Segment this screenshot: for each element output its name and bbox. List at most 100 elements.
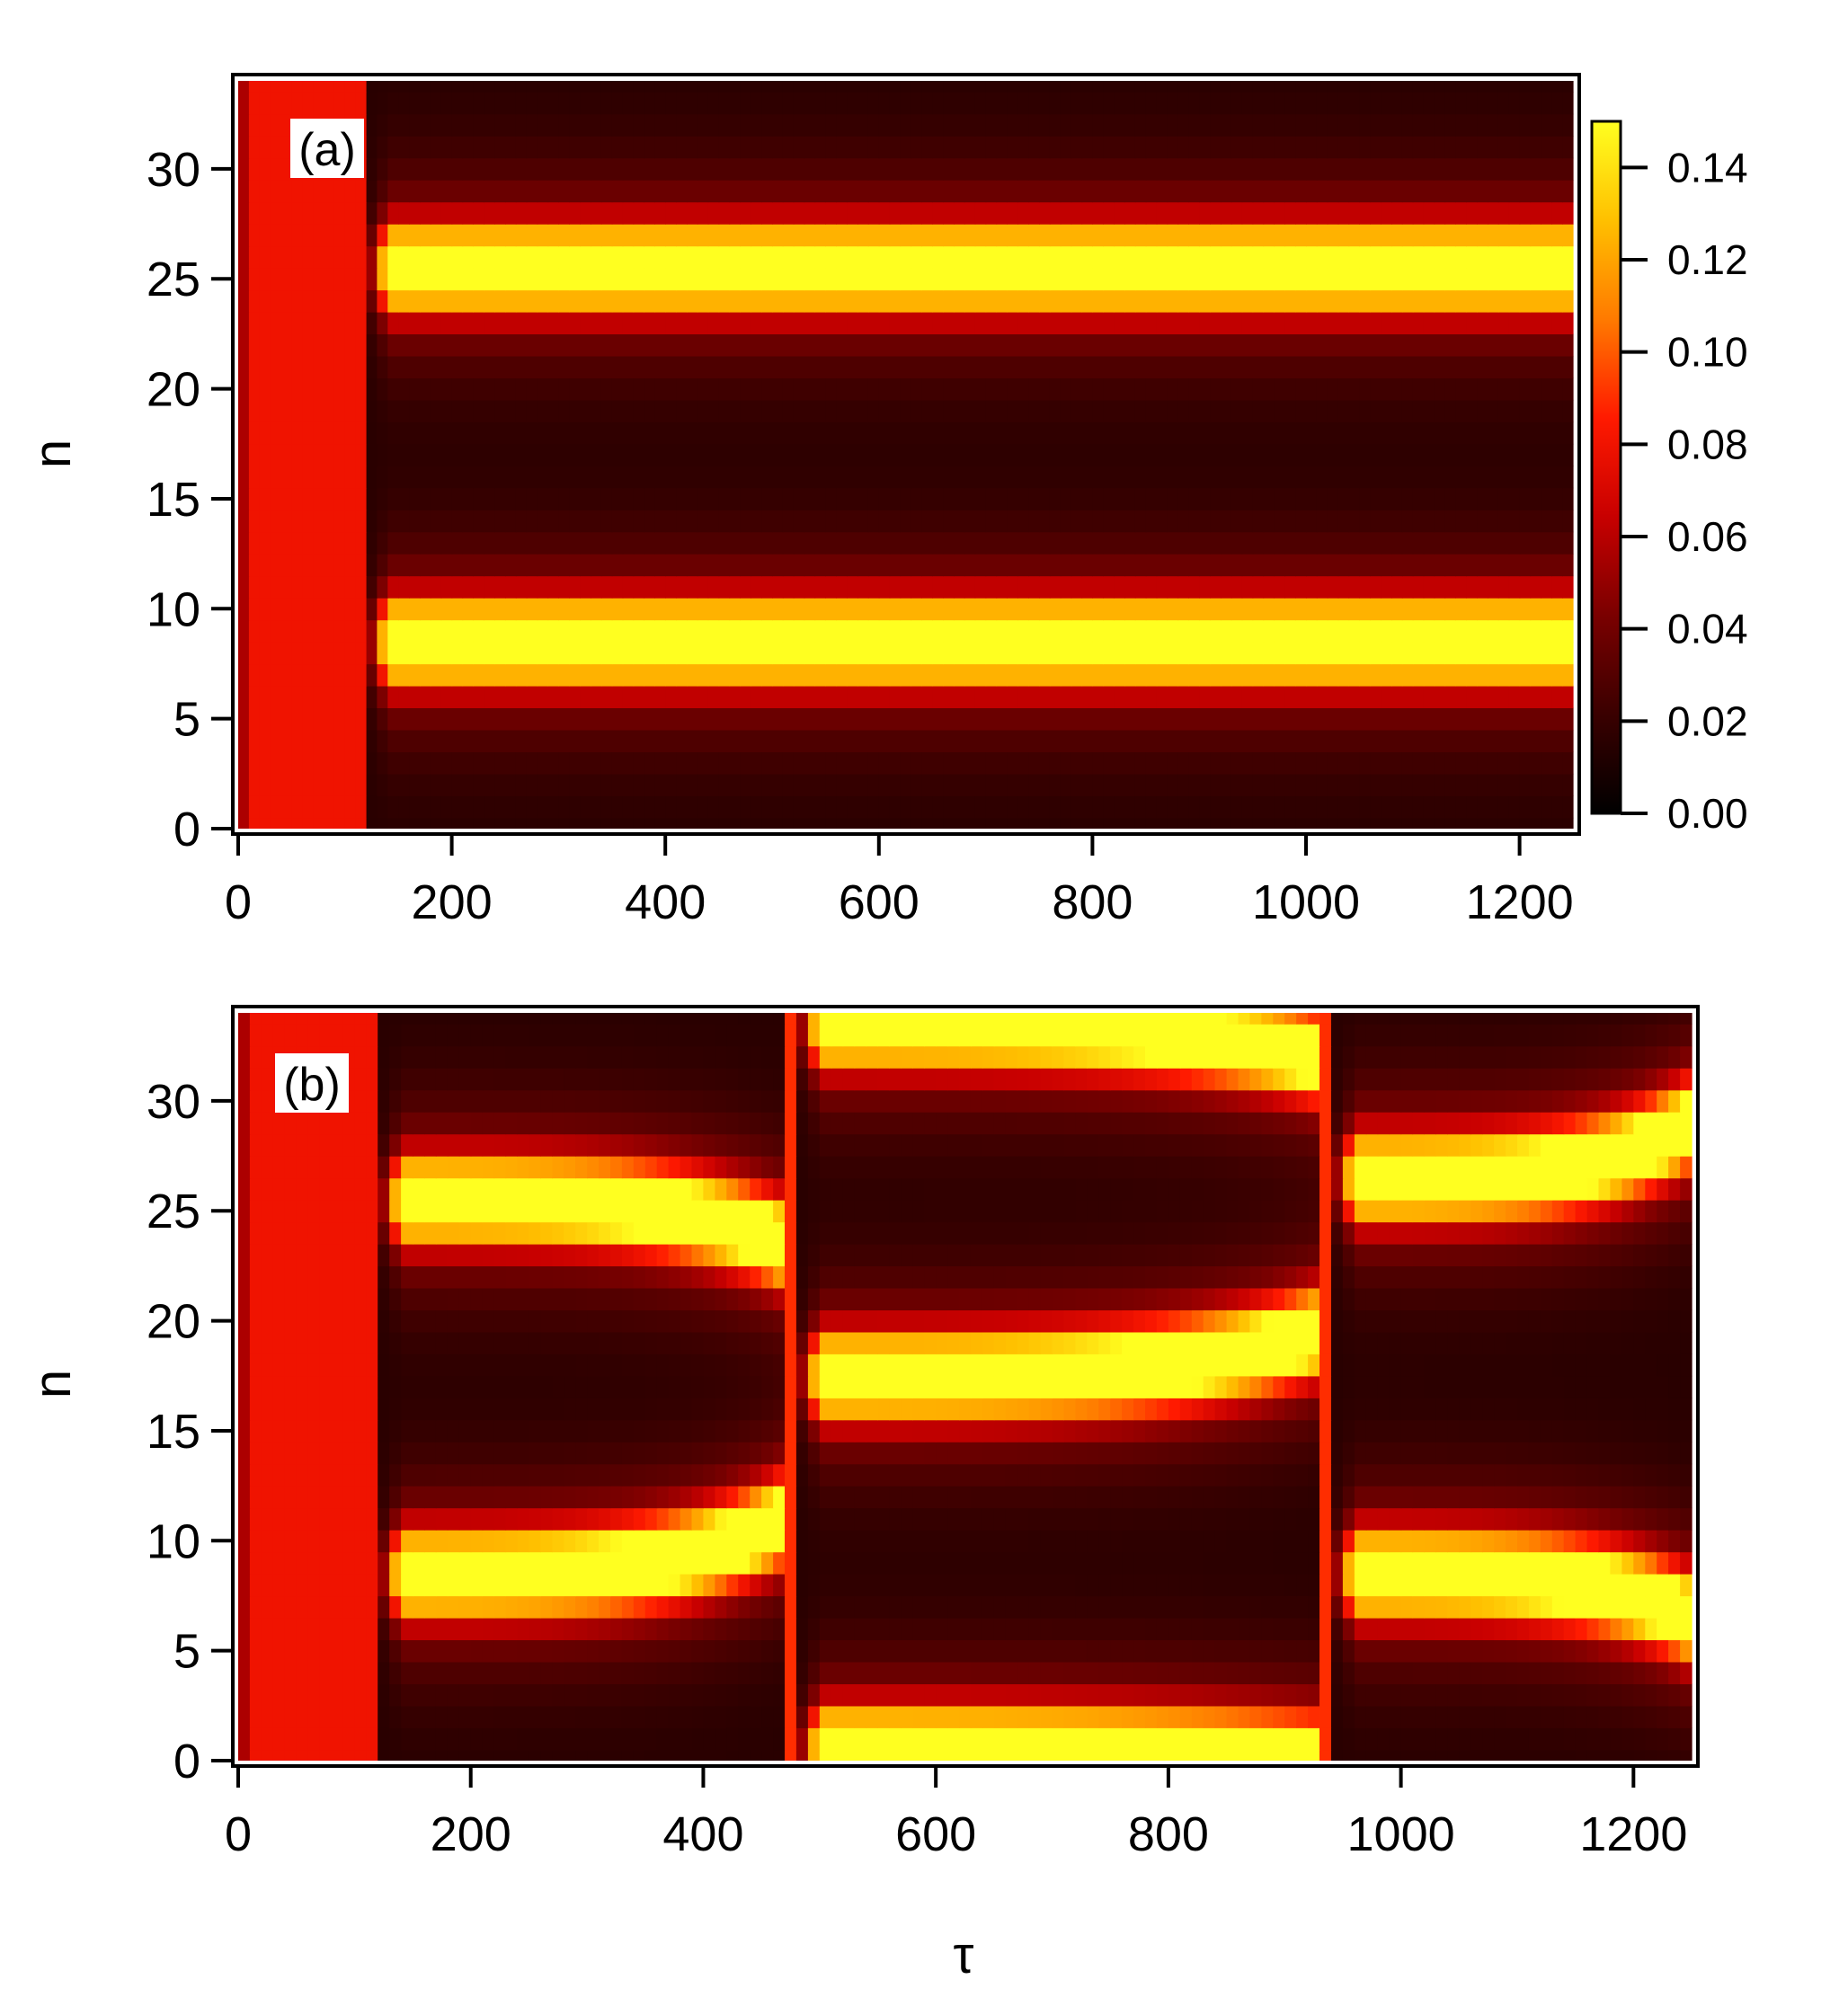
heatmap-cell	[1263, 663, 1275, 687]
heatmap-cell	[1295, 619, 1307, 643]
heatmap-cell	[1145, 201, 1158, 225]
heatmap-cell	[857, 81, 869, 93]
heatmap-cell	[494, 92, 506, 115]
heatmap-cell	[494, 377, 506, 401]
heatmap-cell	[1274, 311, 1285, 334]
heatmap-cell	[420, 113, 431, 137]
heatmap-cell	[1103, 598, 1115, 621]
heatmap-cell	[387, 487, 399, 510]
heatmap-cell	[333, 575, 346, 599]
heatmap-cell	[1412, 92, 1425, 115]
heatmap-cell	[591, 92, 602, 115]
heatmap-cell	[302, 422, 314, 445]
heatmap-cell	[1447, 1749, 1460, 1762]
heatmap-cell	[291, 466, 303, 489]
heatmap-cell	[921, 773, 933, 796]
heatmap-cell	[1412, 201, 1425, 225]
heatmap-cell	[707, 642, 720, 665]
heatmap-cell	[1477, 157, 1488, 181]
heatmap-cell	[889, 268, 902, 291]
heatmap-cell	[1156, 81, 1168, 93]
heatmap-cell	[1103, 201, 1115, 225]
heatmap-cell	[515, 81, 528, 93]
heatmap-cell	[996, 795, 1008, 819]
heatmap-cell	[1327, 642, 1339, 665]
heatmap-cell	[1261, 1749, 1274, 1762]
heatmap-cell	[687, 773, 698, 796]
heatmap-cell	[324, 224, 335, 247]
heatmap-cell	[921, 487, 933, 510]
heatmap-cell	[1017, 245, 1029, 269]
heatmap-cell	[611, 136, 624, 159]
heatmap-cell	[793, 554, 805, 577]
heatmap-cell	[1284, 289, 1296, 313]
heatmap-cell	[580, 422, 591, 445]
heatmap-cell	[932, 245, 944, 269]
heatmap-cell	[804, 333, 816, 357]
heatmap-cell	[389, 1727, 402, 1751]
heatmap-cell	[270, 355, 282, 378]
heatmap-cell	[387, 355, 399, 378]
heatmap-cell	[1645, 1749, 1657, 1762]
heatmap-cell	[1517, 1727, 1530, 1751]
heatmap-cell	[1221, 487, 1232, 510]
heatmap-cell	[985, 92, 998, 115]
heatmap-cell	[793, 92, 805, 115]
heatmap-cell	[1391, 598, 1403, 621]
heatmap-cell	[1327, 575, 1339, 599]
heatmap-cell	[900, 377, 912, 401]
heatmap-cell	[1381, 201, 1392, 225]
heatmap-cell	[451, 510, 464, 533]
heatmap-cell	[718, 92, 731, 115]
heatmap-cell	[547, 466, 559, 489]
heatmap-cell	[857, 642, 869, 665]
heatmap-cell	[633, 180, 645, 203]
heatmap-cell	[1401, 92, 1414, 115]
heatmap-cell	[462, 136, 474, 159]
heatmap-cell	[1477, 92, 1488, 115]
heatmap-cell	[1231, 157, 1243, 181]
heatmap-cell	[611, 113, 624, 137]
heatmap-cell	[703, 1749, 715, 1762]
heatmap-cell	[547, 773, 559, 796]
heatmap-cell	[1210, 531, 1222, 555]
heatmap-cell	[1519, 663, 1532, 687]
heatmap-cell	[1049, 92, 1062, 115]
heatmap-cell	[291, 289, 303, 313]
heatmap-cell	[1005, 1749, 1018, 1762]
heatmap-cell	[1497, 268, 1510, 291]
heatmap-cell	[440, 113, 453, 137]
heatmap-cell	[462, 180, 474, 203]
heatmap-cell	[750, 1661, 762, 1684]
heatmap-cell	[270, 201, 282, 225]
heatmap-cell	[409, 311, 421, 334]
heatmap-cell	[1241, 554, 1254, 577]
heatmap-cell	[1071, 773, 1083, 796]
heatmap-cell	[1103, 510, 1115, 533]
heatmap-cell	[654, 795, 666, 819]
heatmap-cell	[867, 92, 880, 115]
heatmap-cell	[280, 554, 292, 577]
heatmap-cell	[1528, 1705, 1541, 1728]
heatmap-cell	[1063, 1683, 1076, 1707]
heatmap-cell	[1052, 1705, 1064, 1728]
heatmap-cell	[591, 554, 602, 577]
heatmap-cell	[1530, 355, 1541, 378]
heatmap-cell	[1434, 157, 1446, 181]
heatmap-cell	[409, 245, 421, 269]
heatmap-cell	[1177, 136, 1189, 159]
heatmap-cell	[1348, 224, 1360, 247]
heatmap-cell	[430, 422, 442, 445]
heatmap-cell	[633, 399, 645, 422]
heatmap-cell	[430, 575, 442, 599]
heatmap-cell	[793, 157, 805, 181]
heatmap-cell	[248, 311, 261, 334]
heatmap-cell	[1241, 443, 1254, 466]
heatmap-cell	[782, 311, 795, 334]
heatmap-cell	[1274, 224, 1285, 247]
heatmap-cell	[665, 81, 677, 93]
heatmap-cell	[1049, 289, 1062, 313]
heatmap-cell	[687, 311, 698, 334]
heatmap-cell	[889, 466, 902, 489]
heatmap-cell	[900, 422, 912, 445]
